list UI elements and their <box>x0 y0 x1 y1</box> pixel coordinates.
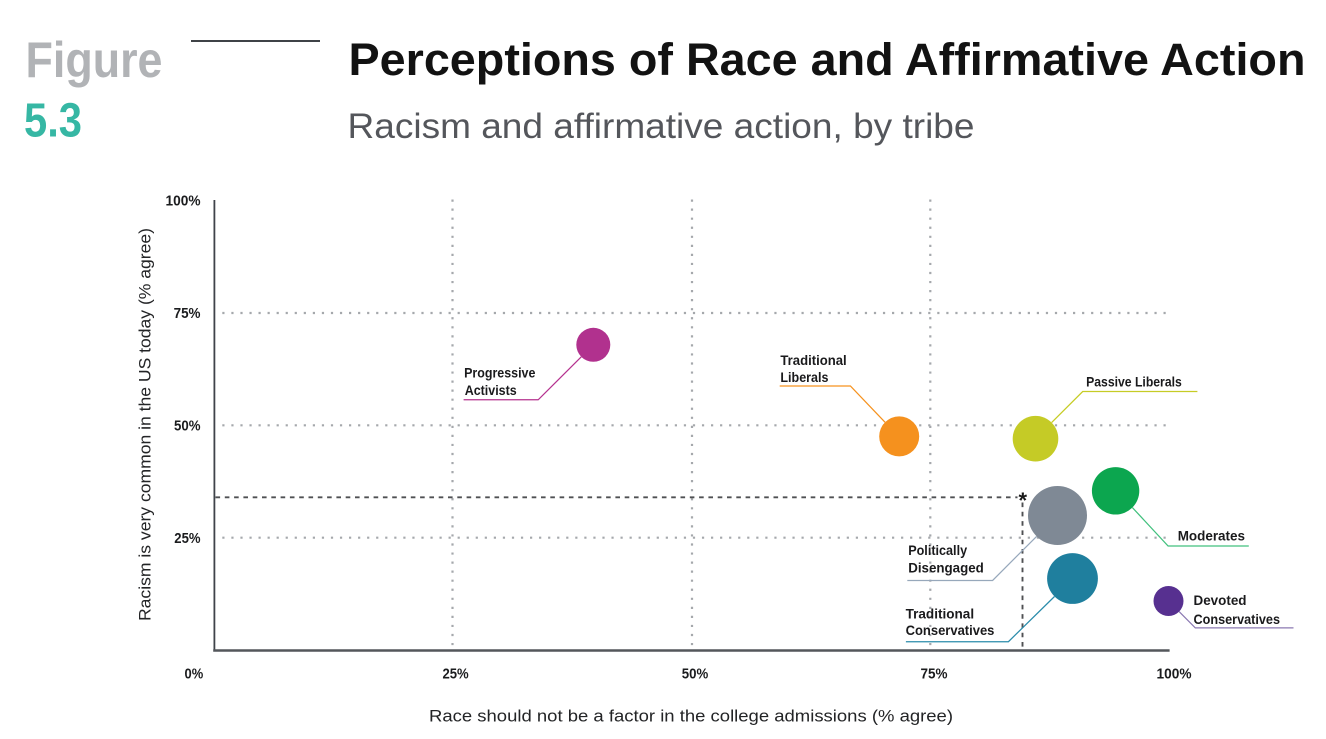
svg-text:Race should not be a factor in: Race should not be a factor in the colle… <box>429 706 953 725</box>
svg-text:Devoted: Devoted <box>1194 592 1247 608</box>
svg-text:Conservatives: Conservatives <box>906 622 995 638</box>
svg-text:Moderates: Moderates <box>1178 528 1245 544</box>
svg-text:50%: 50% <box>174 418 201 434</box>
svg-text:*: * <box>1019 488 1028 513</box>
svg-text:25%: 25% <box>443 666 469 682</box>
svg-text:Activists: Activists <box>465 382 517 398</box>
svg-text:75%: 75% <box>921 666 948 682</box>
svg-text:50%: 50% <box>682 666 709 682</box>
svg-text:Passive Liberals: Passive Liberals <box>1086 374 1182 390</box>
svg-text:Disengaged: Disengaged <box>908 560 984 576</box>
svg-text:Progressive: Progressive <box>464 365 535 381</box>
svg-text:Racism and affirmative action,: Racism and affirmative action, by tribe <box>348 107 975 146</box>
svg-text:100%: 100% <box>166 193 201 209</box>
svg-text:5.3: 5.3 <box>24 95 82 148</box>
svg-text:Politically: Politically <box>908 542 967 558</box>
svg-text:Perceptions of Race and Affirm: Perceptions of Race and Affirmative Acti… <box>349 34 1306 85</box>
svg-text:0%: 0% <box>185 666 204 682</box>
svg-text:Conservatives: Conservatives <box>1194 611 1281 627</box>
svg-text:75%: 75% <box>174 306 201 322</box>
svg-text:Figure: Figure <box>26 32 163 88</box>
svg-text:Liberals: Liberals <box>780 369 828 385</box>
svg-text:Racism is very common in the U: Racism is very common in the US today (%… <box>136 228 155 621</box>
svg-text:Traditional: Traditional <box>906 606 975 622</box>
svg-text:25%: 25% <box>174 531 200 547</box>
svg-text:100%: 100% <box>1157 666 1192 682</box>
svg-text:Traditional: Traditional <box>780 352 846 368</box>
